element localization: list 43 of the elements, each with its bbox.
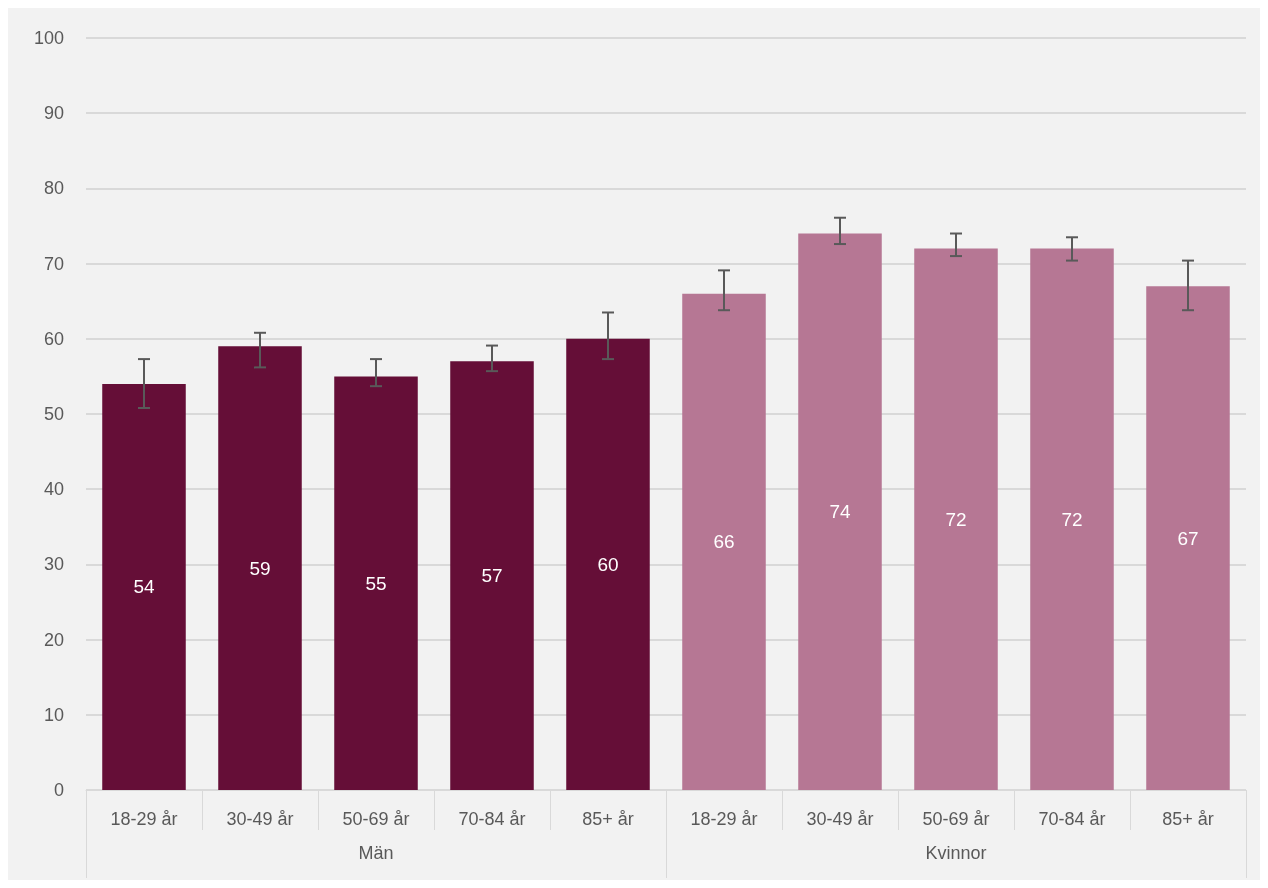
- data-label: 66: [713, 531, 735, 553]
- data-label: 59: [249, 557, 271, 579]
- x-tick-label: 18-29 år: [110, 809, 178, 829]
- y-tick-label: 90: [43, 103, 64, 124]
- bar: [914, 248, 998, 790]
- y-tick-label: 50: [43, 404, 64, 424]
- bar: [682, 293, 766, 790]
- x-tick-label: 70-84 år: [1038, 809, 1106, 829]
- bar: [102, 383, 186, 790]
- data-label: 72: [945, 508, 967, 530]
- y-tick-label: 10: [43, 704, 64, 725]
- bar: [218, 346, 302, 790]
- bar: [566, 338, 650, 790]
- x-tick-label: 70-84 år: [458, 809, 526, 829]
- y-tick-label: 60: [43, 328, 64, 349]
- bar: [1030, 248, 1114, 790]
- bar: [798, 233, 882, 790]
- y-tick-label: 20: [43, 629, 64, 650]
- data-label: 55: [365, 572, 387, 594]
- data-label: 60: [597, 553, 619, 575]
- data-label: 74: [829, 501, 851, 523]
- x-tick-label: 50-69 år: [342, 809, 410, 829]
- text: Män: [358, 843, 394, 863]
- bar: [1146, 286, 1230, 790]
- y-tick-label: 70: [43, 253, 64, 274]
- y-tick-label: 40: [43, 479, 64, 500]
- x-tick-label: 18-29 år: [690, 809, 758, 829]
- text: Kvinnor: [925, 843, 987, 863]
- bar: [450, 361, 534, 790]
- data-label: 72: [1061, 508, 1083, 530]
- x-tick-label: 30-49 år: [806, 809, 874, 829]
- x-tick-label: 85+ år: [1162, 809, 1214, 829]
- data-label: 67: [1177, 527, 1199, 549]
- data-label: 54: [133, 576, 155, 598]
- x-tick-label: 85+ år: [582, 809, 634, 829]
- data-label: 57: [481, 565, 503, 587]
- y-tick-label: 100: [33, 28, 64, 48]
- x-tick-label: 30-49 år: [226, 809, 294, 829]
- y-tick-label: 0: [53, 780, 64, 800]
- bar: [334, 376, 418, 790]
- y-tick-label: 30: [43, 554, 64, 575]
- x-tick-label: 50-69 år: [922, 809, 990, 829]
- y-tick-label: 80: [43, 178, 64, 199]
